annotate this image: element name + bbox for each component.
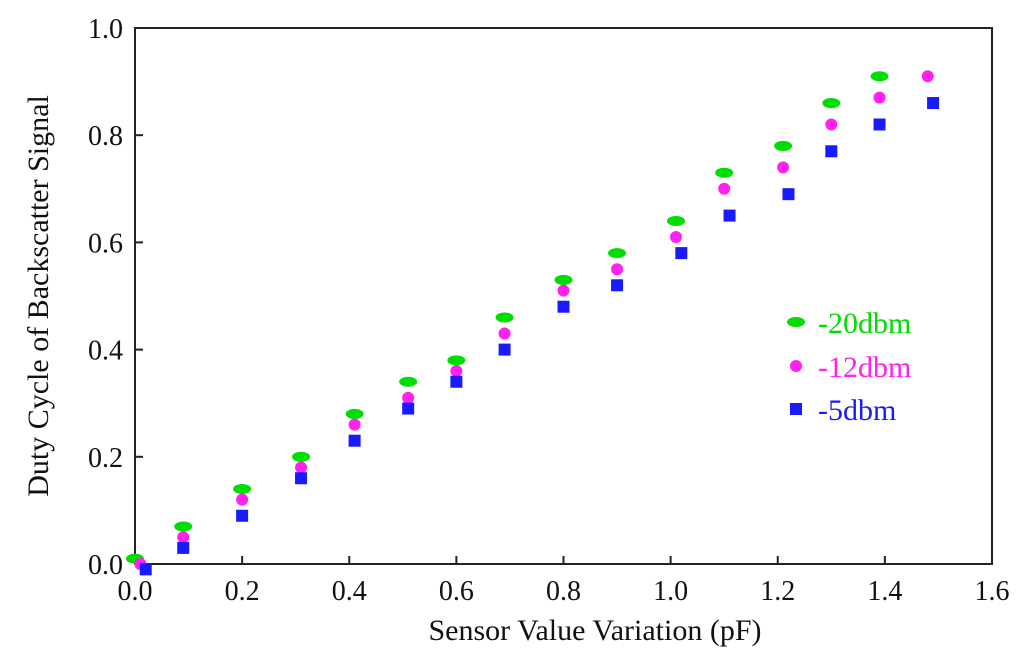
data-point — [402, 402, 415, 415]
x-axis-label: Sensor Value Variation (pF) — [428, 614, 761, 647]
y-tick-label: 1.0 — [88, 14, 123, 45]
y-tick-label: 0.4 — [88, 336, 123, 367]
tick-labels: 0.0 0.2 0.4 0.6 0.8 1.0 1.2 1.4 1.6 0.0 0.2 0.4 0.6 0… — [88, 14, 1010, 607]
data-point — [611, 279, 624, 292]
data-point — [825, 118, 838, 131]
y-tick-label: 0.0 — [88, 550, 123, 581]
data-point — [782, 188, 795, 201]
series-5dbm — [139, 97, 940, 576]
y-axis-label: Duty Cycle of Backscatter Signal — [22, 95, 55, 497]
data-point — [450, 375, 463, 388]
y-tick-label: 0.6 — [88, 228, 123, 259]
data-point — [666, 215, 685, 226]
legend-marker — [790, 403, 802, 415]
data-point — [447, 355, 466, 366]
data-point — [402, 391, 415, 404]
x-tick-label: 0.0 — [118, 576, 153, 607]
data-point — [236, 493, 249, 506]
data-point — [236, 509, 249, 522]
data-point — [774, 140, 793, 151]
data-point — [139, 563, 152, 576]
data-point — [557, 300, 570, 313]
data-point — [399, 376, 418, 387]
data-point — [348, 418, 361, 431]
x-tick-label: 1.0 — [653, 576, 688, 607]
data-point — [927, 97, 940, 110]
data-point — [450, 365, 463, 378]
data-point — [292, 451, 311, 462]
x-tick-label: 0.4 — [332, 576, 367, 607]
series-20dbm — [126, 71, 889, 564]
data-point — [723, 209, 736, 222]
y-tick-label: 0.8 — [88, 121, 123, 152]
series-12dbm — [134, 70, 934, 570]
data-point — [495, 312, 514, 323]
data-point — [921, 70, 934, 83]
data-point — [718, 182, 731, 195]
y-tick-label: 0.2 — [88, 443, 123, 474]
x-tick-label: 1.6 — [975, 576, 1010, 607]
data-point — [554, 274, 573, 285]
x-tick-label: 0.6 — [439, 576, 474, 607]
data-point — [873, 118, 886, 131]
data-point — [295, 472, 308, 485]
data-point — [177, 541, 190, 554]
legend-item: -20dbm — [787, 307, 911, 340]
legend-marker — [787, 317, 805, 327]
data-point — [777, 161, 790, 174]
data-point — [675, 247, 688, 260]
legend: -20dbm -12dbm -5dbm — [787, 307, 911, 427]
data-point — [822, 98, 841, 109]
data-point — [498, 327, 511, 340]
legend-marker — [790, 360, 802, 372]
legend-label: -5dbm — [818, 394, 896, 427]
data-point — [498, 343, 511, 356]
data-point — [345, 408, 364, 419]
legend-item: -12dbm — [790, 351, 911, 384]
data-point — [611, 263, 624, 276]
x-tick-label: 0.8 — [546, 576, 581, 607]
x-tick-label: 0.2 — [225, 576, 260, 607]
data-point — [715, 167, 734, 178]
legend-item: -5dbm — [790, 394, 896, 427]
data-point — [873, 91, 886, 104]
data-points — [126, 70, 940, 576]
data-point — [348, 434, 361, 447]
data-point — [295, 461, 308, 474]
data-point — [870, 71, 889, 82]
data-point — [608, 248, 627, 259]
data-point — [557, 284, 570, 297]
data-point — [825, 145, 838, 158]
data-point — [669, 231, 682, 244]
data-point — [233, 483, 252, 494]
legend-label: -20dbm — [818, 307, 911, 340]
x-tick-label: 1.4 — [867, 576, 902, 607]
data-point — [174, 521, 193, 532]
data-point — [177, 531, 190, 544]
x-tick-label: 1.2 — [760, 576, 795, 607]
legend-label: -12dbm — [818, 351, 911, 384]
